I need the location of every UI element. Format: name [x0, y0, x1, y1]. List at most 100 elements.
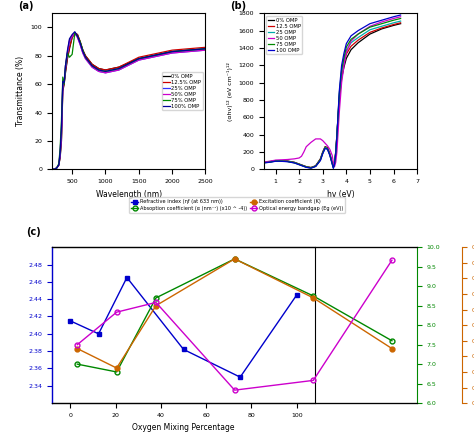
75% OMP: [80, 47, 86, 53]
50 OMP: [296, 155, 302, 161]
Excitation coefficient (K): [74, 346, 80, 351]
100% OMP: [56, 162, 62, 167]
12.5% OMP: [59, 136, 64, 141]
Absoption coefficient (α (nm⁻¹) (x10 ^ -4)): [74, 361, 80, 367]
12.5% OMP: [57, 154, 63, 159]
0% OMP: [332, 159, 337, 165]
100 OMP: [339, 62, 345, 68]
75% OMP: [74, 33, 80, 39]
25 OMP: [379, 23, 384, 29]
75 OMP: [313, 163, 319, 169]
75 OMP: [367, 24, 373, 30]
75 OMP: [391, 18, 396, 23]
50 OMP: [332, 164, 337, 169]
75% OMP: [203, 46, 209, 51]
100 OMP: [344, 41, 349, 46]
50 OMP: [303, 144, 309, 149]
0% OMP: [313, 163, 319, 168]
50% OMP: [64, 49, 70, 54]
0% OMP: [54, 165, 60, 171]
25% OMP: [69, 33, 75, 39]
Line: 75 OMP: 75 OMP: [264, 19, 401, 168]
Optical energy bandgap (Eg (eV)): [310, 378, 316, 383]
50 OMP: [333, 159, 338, 165]
50 OMP: [313, 136, 319, 142]
50% OMP: [74, 35, 80, 40]
75 OMP: [308, 165, 314, 171]
75 OMP: [261, 160, 266, 166]
50 OMP: [356, 31, 361, 37]
100% OMP: [203, 46, 209, 51]
0% OMP: [292, 159, 297, 165]
25% OMP: [82, 56, 88, 61]
0% OMP: [277, 158, 283, 163]
25% OMP: [61, 80, 67, 85]
Legend: 0% OMP, 12.5% OMP, 25% OMP, 50% OMP, 75% OMP, 100% OMP: 0% OMP, 12.5% OMP, 25% OMP, 50% OMP, 75%…: [162, 72, 203, 110]
0% OMP: [296, 161, 302, 167]
X-axis label: hv (eV): hv (eV): [327, 190, 354, 198]
Absoption coefficient (α (nm⁻¹) (x10 ^ -4)): [114, 369, 119, 375]
Line: Absoption coefficient (α (nm⁻¹) (x10 ^ -4)): Absoption coefficient (α (nm⁻¹) (x10 ^ -…: [75, 256, 394, 374]
25 OMP: [367, 27, 373, 32]
12.5 OMP: [329, 160, 335, 165]
Legend: 0% OMP, 12.5 OMP, 25 OMP, 50 OMP, 75 OMP, 100 OMP: 0% OMP, 12.5 OMP, 25 OMP, 50 OMP, 75 OMP…: [266, 16, 302, 54]
25% OMP: [103, 70, 109, 75]
50% OMP: [96, 69, 101, 74]
100% OMP: [69, 32, 75, 37]
50% OMP: [80, 51, 86, 56]
0% OMP: [52, 167, 58, 172]
100 OMP: [284, 159, 290, 164]
12.5% OMP: [74, 32, 80, 37]
25 OMP: [344, 48, 349, 53]
75% OMP: [63, 63, 68, 68]
0% OMP: [82, 53, 88, 58]
100 OMP: [292, 160, 297, 166]
100 OMP: [348, 33, 354, 39]
0% OMP: [356, 40, 361, 45]
Line: 100% OMP: 100% OMP: [52, 32, 206, 169]
0% OMP: [348, 47, 354, 52]
75 OMP: [330, 165, 336, 171]
0% OMP: [301, 163, 307, 168]
12.5% OMP: [64, 54, 70, 60]
50% OMP: [89, 65, 95, 70]
Line: 75% OMP: 75% OMP: [52, 33, 206, 169]
50% OMP: [116, 67, 122, 73]
0% OMP: [334, 132, 340, 137]
100 OMP: [334, 134, 340, 139]
25% OMP: [136, 58, 142, 63]
Line: Excitation coefficient (K): Excitation coefficient (K): [75, 256, 394, 370]
25 OMP: [327, 152, 333, 157]
0% OMP: [268, 159, 273, 164]
50 OMP: [301, 149, 307, 155]
Refractive index (ηf (at 633 nm)): [153, 275, 159, 280]
100 OMP: [261, 160, 266, 166]
Refractive index (ηf (at 633 nm)): [114, 331, 119, 337]
100% OMP: [103, 69, 109, 74]
75 OMP: [301, 163, 307, 169]
Line: 0% OMP: 0% OMP: [264, 23, 401, 167]
25% OMP: [60, 83, 66, 88]
75% OMP: [49, 167, 55, 172]
100 OMP: [299, 163, 304, 168]
Refractive index (ηf (at 633 nm)): [389, 292, 395, 298]
12.5 OMP: [341, 61, 347, 66]
12.5 OMP: [320, 150, 326, 155]
12.5 OMP: [332, 160, 337, 165]
12.5 OMP: [356, 38, 361, 43]
0% OMP: [64, 56, 70, 61]
100 OMP: [322, 146, 328, 151]
50 OMP: [329, 153, 335, 158]
100% OMP: [63, 63, 68, 68]
12.5 OMP: [308, 165, 314, 170]
100 OMP: [379, 18, 384, 23]
12.5 OMP: [303, 164, 309, 170]
100 OMP: [325, 147, 330, 152]
100 OMP: [318, 158, 323, 163]
50 OMP: [292, 156, 297, 162]
75% OMP: [116, 66, 122, 71]
100% OMP: [49, 167, 55, 172]
0% OMP: [67, 46, 73, 51]
100 OMP: [308, 166, 314, 171]
50% OMP: [57, 150, 63, 155]
